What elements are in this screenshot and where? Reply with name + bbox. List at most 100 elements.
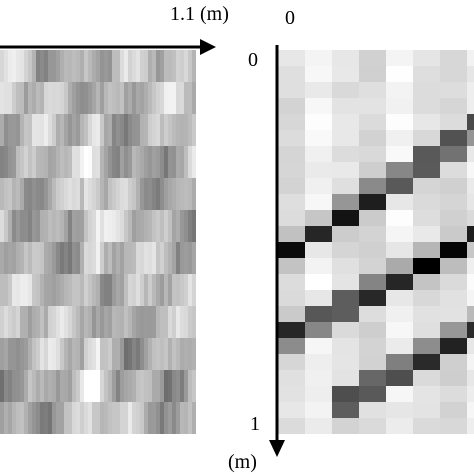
pixel: [56, 338, 60, 370]
pixel: [112, 274, 116, 306]
pixel: [305, 274, 332, 290]
pixel: [72, 50, 76, 82]
pixel: [104, 146, 108, 178]
pixel: [8, 146, 12, 178]
pixel: [56, 306, 60, 338]
pixel: [20, 82, 24, 114]
pixel: [20, 178, 24, 210]
pixel: [332, 66, 359, 82]
pixel: [88, 210, 92, 242]
pixel: [413, 370, 440, 386]
pixel: [440, 386, 467, 402]
pixel: [60, 274, 64, 306]
pixel: [144, 82, 148, 114]
pixel: [156, 338, 160, 370]
pixel: [467, 50, 474, 66]
pixel: [44, 274, 48, 306]
pixel: [156, 242, 160, 274]
pixel: [60, 402, 64, 434]
pixel: [136, 274, 140, 306]
pixel: [72, 402, 76, 434]
pixel: [168, 274, 172, 306]
pixel: [108, 306, 112, 338]
pixel: [40, 402, 44, 434]
pixel: [48, 402, 52, 434]
pixel: [132, 178, 136, 210]
pixel: [48, 306, 52, 338]
pixel: [0, 242, 4, 274]
pixel: [152, 306, 156, 338]
pixel: [64, 210, 68, 242]
pixel: [68, 114, 72, 146]
pixel: [116, 178, 120, 210]
pixel: [40, 274, 44, 306]
arrow-head: [200, 39, 216, 55]
pixel: [168, 82, 172, 114]
pixel: [413, 322, 440, 338]
pixel: [359, 114, 386, 130]
pixel: [359, 194, 386, 210]
pixel: [8, 242, 12, 274]
pixel: [0, 82, 4, 114]
pixel: [184, 242, 188, 274]
pixel: [184, 114, 188, 146]
pixel: [440, 66, 467, 82]
pixel: [76, 114, 80, 146]
pixel: [32, 338, 36, 370]
pixel: [160, 370, 164, 402]
pixel: [305, 322, 332, 338]
pixel: [413, 114, 440, 130]
pixel: [120, 146, 124, 178]
pixel: [96, 82, 100, 114]
pixel: [60, 242, 64, 274]
pixel: [96, 274, 100, 306]
pixel: [413, 306, 440, 322]
pixel: [116, 82, 120, 114]
pixel: [4, 338, 8, 370]
pixel: [140, 114, 144, 146]
pixel: [8, 338, 12, 370]
pixel: [188, 306, 192, 338]
pixel: [386, 322, 413, 338]
pixel: [104, 242, 108, 274]
pixel: [96, 306, 100, 338]
pixel: [36, 306, 40, 338]
pixel: [386, 50, 413, 66]
pixel: [124, 274, 128, 306]
pixel: [72, 306, 76, 338]
pixel: [112, 82, 116, 114]
pixel: [440, 146, 467, 162]
pixel: [140, 306, 144, 338]
pixel: [386, 146, 413, 162]
pixel: [28, 178, 32, 210]
pixel: [4, 402, 8, 434]
pixel: [56, 146, 60, 178]
pixel: [144, 210, 148, 242]
pixel: [56, 50, 60, 82]
pixel: [192, 242, 196, 274]
pixel: [184, 402, 188, 434]
pixel: [32, 178, 36, 210]
pixel: [80, 50, 84, 82]
pixel: [192, 210, 196, 242]
pixel: [44, 306, 48, 338]
pixel: [188, 402, 192, 434]
pixel: [180, 178, 184, 210]
pixel: [192, 114, 196, 146]
pixel: [76, 82, 80, 114]
right-image: [278, 50, 474, 434]
pixel: [80, 274, 84, 306]
pixel: [144, 146, 148, 178]
pixel: [440, 82, 467, 98]
pixel: [108, 242, 112, 274]
pixel: [96, 210, 100, 242]
pixel: [172, 82, 176, 114]
pixel: [386, 82, 413, 98]
pixel: [84, 82, 88, 114]
pixel: [92, 178, 96, 210]
pixel: [100, 114, 104, 146]
pixel: [160, 146, 164, 178]
pixel: [359, 274, 386, 290]
pixel: [124, 402, 128, 434]
pixel: [140, 146, 144, 178]
